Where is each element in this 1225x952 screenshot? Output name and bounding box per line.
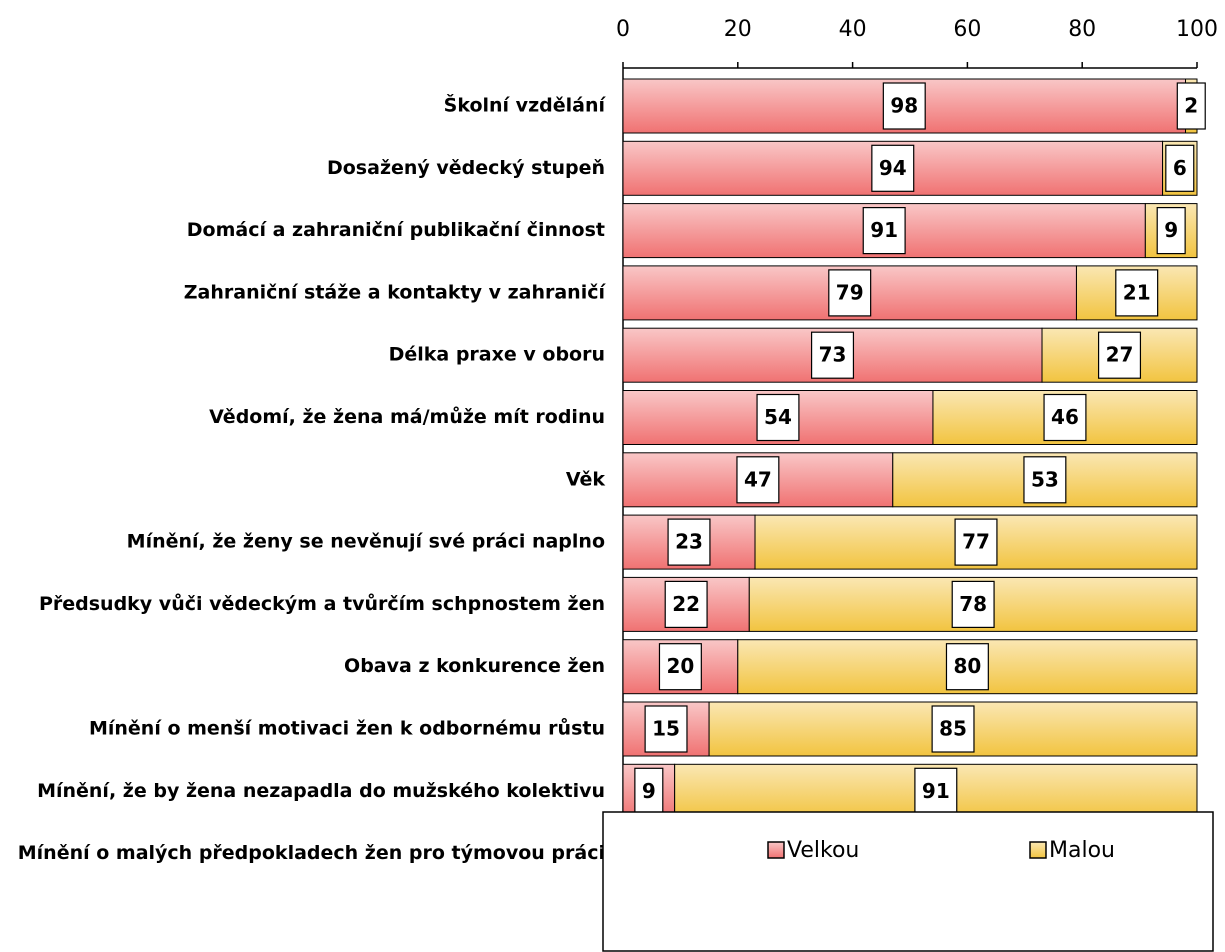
value-label-box [882, 82, 926, 130]
value-label: 2 [1184, 94, 1198, 118]
value-label: 22 [672, 592, 700, 616]
value-label: 91 [922, 779, 950, 803]
value-label-box [1115, 269, 1159, 317]
value-label-box [634, 767, 664, 815]
value-label-box [914, 767, 958, 815]
value-label: 79 [836, 280, 864, 304]
value-label: 6 [1173, 156, 1187, 180]
value-label-box [644, 705, 688, 753]
value-label-box [951, 580, 995, 629]
value-label-box [664, 580, 708, 629]
x-tick-label: 60 [953, 17, 981, 42]
value-label-box [1165, 144, 1195, 192]
category-label: Předsudky vůči vědeckým a tvůrčím schpno… [39, 592, 605, 615]
legend-box [602, 811, 1214, 952]
value-label-box [810, 331, 855, 379]
value-label: 27 [1106, 343, 1134, 367]
value-label: 94 [879, 156, 907, 180]
x-tick-label: 0 [616, 17, 630, 42]
value-label: 85 [939, 717, 967, 741]
legend-swatch [1029, 841, 1047, 859]
value-label-box [931, 705, 975, 753]
category-label: Domácí a zahraniční publikační činnost [187, 219, 605, 241]
value-label-box [736, 456, 780, 504]
legend-swatch [767, 841, 785, 859]
category-label: Mínění, že ženy se nevěnují své práci na… [127, 531, 605, 553]
value-label: 53 [1031, 467, 1059, 491]
legend-label: Malou [1049, 838, 1115, 863]
category-label: Obava z konkurence žen [344, 655, 605, 677]
value-label-box [954, 518, 998, 566]
value-label: 80 [953, 654, 981, 678]
value-label-box [945, 643, 989, 691]
value-label: 78 [959, 592, 987, 616]
value-label: 77 [962, 530, 990, 554]
legend-label: Velkou [787, 838, 859, 863]
value-label-box [871, 144, 915, 192]
category-label: Mínění o menší motivaci žen k odbornému … [89, 717, 605, 740]
category-label: Školní vzdělání [444, 93, 607, 117]
value-label: 98 [890, 94, 918, 118]
value-label-box [1097, 331, 1142, 379]
value-label: 91 [870, 218, 898, 242]
category-label: Délka praxe v oboru [389, 344, 605, 366]
x-tick-label: 100 [1176, 17, 1218, 42]
value-label-box [862, 207, 906, 255]
value-label-box [828, 269, 872, 317]
value-label: 54 [764, 405, 792, 429]
value-label: 21 [1123, 280, 1151, 304]
category-label: Vědomí, že žena má/může mít rodinu [209, 405, 605, 428]
x-tick-label: 80 [1068, 17, 1096, 42]
value-label: 73 [819, 343, 847, 367]
category-label: Věk [566, 468, 606, 490]
value-label: 9 [642, 779, 656, 803]
value-label: 23 [675, 530, 703, 554]
value-label: 20 [666, 654, 694, 678]
value-label-box [1043, 393, 1087, 442]
category-label: Mínění, že by žena nezapadla do mužského… [37, 780, 605, 802]
category-label: Mínění o malých předpokladech žen pro tý… [18, 842, 605, 864]
value-label-box [1176, 82, 1206, 130]
value-label-box [1156, 207, 1186, 255]
value-label: 46 [1051, 405, 1079, 429]
value-label-box [658, 643, 702, 691]
x-tick-label: 20 [724, 17, 752, 42]
category-label: Zahraniční stáže a kontakty v zahraničí [184, 281, 607, 303]
value-label-box [756, 393, 800, 442]
value-label-box [1023, 456, 1067, 504]
x-tick-label: 40 [839, 17, 867, 42]
value-label-box [667, 518, 711, 566]
category-label: Dosažený vědecký stupeň [327, 157, 605, 179]
value-label: 9 [1164, 218, 1178, 242]
value-label: 47 [744, 467, 772, 491]
value-label: 15 [652, 717, 680, 741]
